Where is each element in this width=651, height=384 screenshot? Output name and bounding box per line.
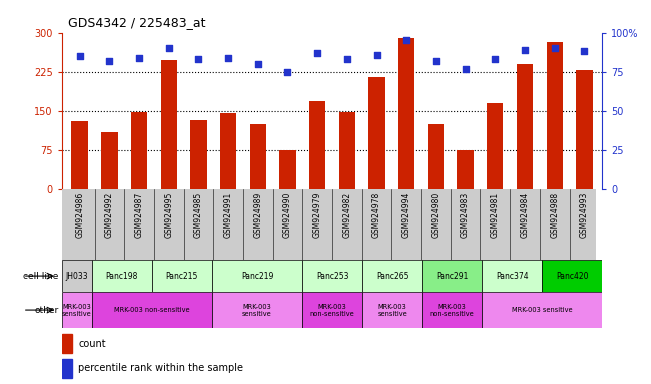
Text: GSM924982: GSM924982 xyxy=(342,192,352,238)
Bar xyxy=(398,38,415,189)
Point xyxy=(163,45,174,51)
Bar xyxy=(92,292,212,328)
Bar xyxy=(368,77,385,189)
Bar xyxy=(152,260,212,292)
Bar xyxy=(309,101,326,189)
Text: GSM924988: GSM924988 xyxy=(550,192,559,238)
Bar xyxy=(190,120,206,189)
Bar xyxy=(249,124,266,189)
Text: GSM924985: GSM924985 xyxy=(194,192,203,238)
Bar xyxy=(220,113,236,189)
Bar xyxy=(482,292,602,328)
Bar xyxy=(62,292,92,328)
Point xyxy=(519,47,530,53)
Bar xyxy=(482,260,542,292)
Bar xyxy=(458,150,474,189)
Text: Panc215: Panc215 xyxy=(166,271,198,281)
Text: GSM924979: GSM924979 xyxy=(312,192,322,238)
Text: MRK-003
sensitive: MRK-003 sensitive xyxy=(242,304,272,316)
Point xyxy=(342,56,352,62)
Text: MRK-003
non-sensitive: MRK-003 non-sensitive xyxy=(430,304,475,316)
Text: MRK-003
sensitive: MRK-003 sensitive xyxy=(377,304,407,316)
Bar xyxy=(72,121,88,189)
Bar xyxy=(428,124,444,189)
Text: GSM924995: GSM924995 xyxy=(164,192,173,238)
Point xyxy=(579,48,590,55)
Text: GSM924986: GSM924986 xyxy=(75,192,84,238)
Bar xyxy=(101,132,118,189)
Point xyxy=(431,58,441,64)
Text: Panc420: Panc420 xyxy=(556,271,589,281)
Text: Panc265: Panc265 xyxy=(376,271,408,281)
Bar xyxy=(212,260,302,292)
Bar xyxy=(517,64,533,189)
Text: GSM924994: GSM924994 xyxy=(402,192,411,238)
Point xyxy=(223,55,233,61)
Text: GSM924991: GSM924991 xyxy=(223,192,232,238)
Text: GSM924990: GSM924990 xyxy=(283,192,292,238)
Text: GSM924992: GSM924992 xyxy=(105,192,114,238)
Point xyxy=(104,58,115,64)
Text: GSM924983: GSM924983 xyxy=(461,192,470,238)
Text: count: count xyxy=(78,339,106,349)
Point xyxy=(134,55,145,61)
Text: GSM924980: GSM924980 xyxy=(432,192,441,238)
Bar xyxy=(362,292,422,328)
Bar xyxy=(62,260,92,292)
Bar xyxy=(546,41,563,189)
Bar xyxy=(62,359,72,379)
Bar xyxy=(576,70,592,189)
Bar xyxy=(131,112,147,189)
Text: percentile rank within the sample: percentile rank within the sample xyxy=(78,363,243,373)
Bar xyxy=(422,260,482,292)
Point xyxy=(490,56,501,62)
Bar xyxy=(161,60,177,189)
Text: MRK-003 non-sensitive: MRK-003 non-sensitive xyxy=(114,307,189,313)
Text: GDS4342 / 225483_at: GDS4342 / 225483_at xyxy=(68,16,206,29)
Text: GSM924984: GSM924984 xyxy=(521,192,529,238)
Text: MRK-003 sensitive: MRK-003 sensitive xyxy=(512,307,572,313)
Bar xyxy=(302,260,362,292)
Bar xyxy=(542,260,602,292)
Text: Panc219: Panc219 xyxy=(241,271,273,281)
Bar xyxy=(339,112,355,189)
Bar xyxy=(62,334,72,353)
Point xyxy=(371,51,381,58)
Text: GSM924981: GSM924981 xyxy=(491,192,500,238)
Text: Panc198: Panc198 xyxy=(105,271,138,281)
Point xyxy=(283,69,293,75)
Bar xyxy=(487,103,503,189)
Point xyxy=(253,61,263,67)
Text: GSM924993: GSM924993 xyxy=(580,192,589,238)
Point xyxy=(401,37,411,43)
Bar xyxy=(302,292,362,328)
Text: Panc291: Panc291 xyxy=(436,271,468,281)
Text: GSM924978: GSM924978 xyxy=(372,192,381,238)
Text: JH033: JH033 xyxy=(66,271,88,281)
Text: GSM924987: GSM924987 xyxy=(135,192,143,238)
Text: GSM924989: GSM924989 xyxy=(253,192,262,238)
Point xyxy=(460,66,471,72)
Text: MRK-003
sensitive: MRK-003 sensitive xyxy=(62,304,92,316)
Bar xyxy=(422,292,482,328)
Text: Panc253: Panc253 xyxy=(316,271,348,281)
Text: cell line: cell line xyxy=(23,271,59,281)
Bar xyxy=(362,260,422,292)
Point xyxy=(74,53,85,59)
Text: Panc374: Panc374 xyxy=(496,271,529,281)
Point xyxy=(193,56,204,62)
Point xyxy=(312,50,322,56)
Text: other: other xyxy=(35,306,59,314)
Bar xyxy=(212,292,302,328)
Bar xyxy=(92,260,152,292)
Text: MRK-003
non-sensitive: MRK-003 non-sensitive xyxy=(310,304,354,316)
Bar xyxy=(279,150,296,189)
Point xyxy=(549,45,560,51)
